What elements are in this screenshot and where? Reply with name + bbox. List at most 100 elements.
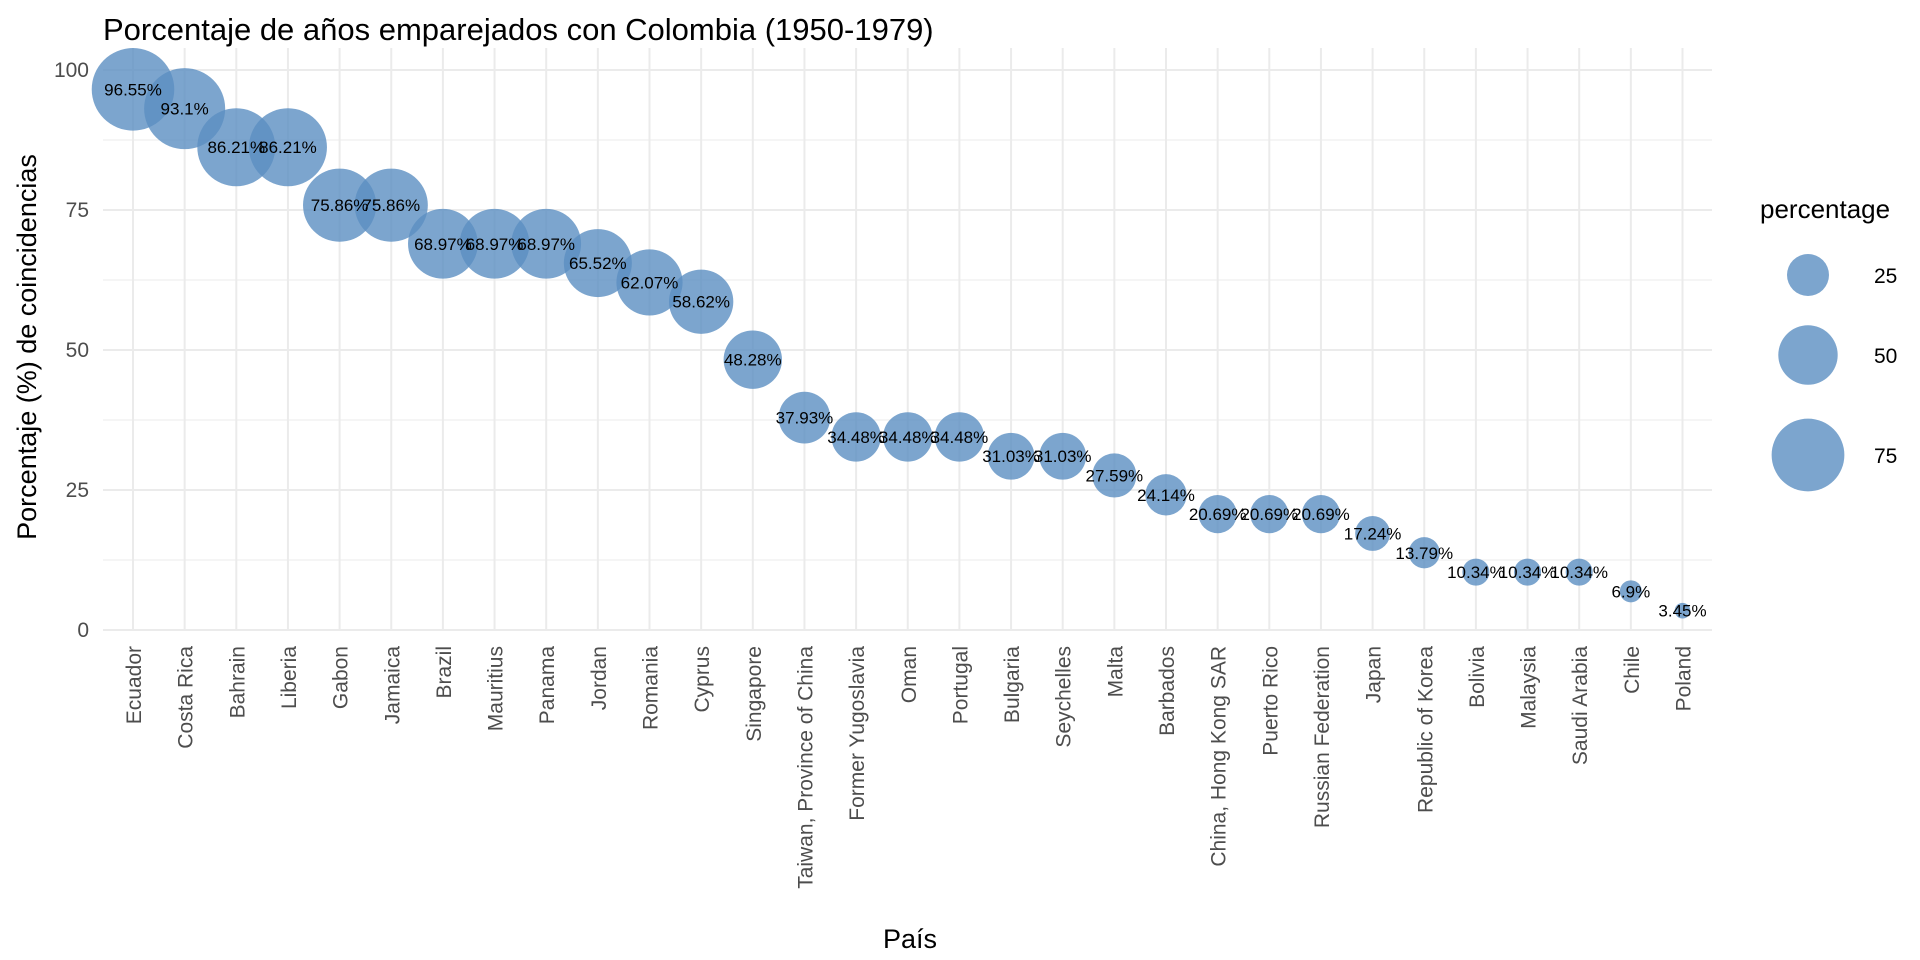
bubble-data-label: 68.97% [414, 235, 472, 254]
bubble-data-label: 65.52% [569, 254, 627, 273]
x-tick-label: Bulgaria [1001, 646, 1024, 723]
bubble-point [1565, 558, 1593, 586]
legend-key-bubble [1787, 254, 1829, 296]
y-axis-ticks: 0 25 50 75 100 [54, 59, 89, 642]
bubble-point [831, 412, 881, 462]
bubble-data-label: 20.69% [1189, 505, 1247, 524]
bubble-data-label: 93.1% [161, 100, 209, 119]
bubble-point [511, 208, 582, 279]
bubble-point [248, 108, 327, 187]
legend-key-label: 50 [1874, 345, 1897, 368]
bubble-data-label: 20.69% [1240, 505, 1298, 524]
bubble-point [668, 269, 734, 334]
y-tick-label: 50 [66, 339, 89, 362]
bubble-data-label: 27.59% [1086, 466, 1144, 485]
bubble-point [303, 168, 377, 242]
bubble-point [459, 208, 530, 279]
bubble-point [1462, 558, 1490, 586]
x-tick-label: Saudi Arabia [1569, 646, 1592, 765]
bubble-data-label: 34.48% [879, 428, 937, 447]
bubble-point [1092, 453, 1137, 498]
x-tick-label: Taiwan, Province of China [794, 646, 817, 889]
bubble-point [408, 208, 478, 279]
y-tick-label: 75 [66, 199, 89, 222]
bubble-point [1145, 474, 1187, 516]
x-tick-label: Costa Rica [175, 646, 198, 749]
x-tick-label: Japan [1363, 646, 1386, 703]
bubble-point [883, 412, 933, 462]
y-tick-label: 100 [54, 59, 89, 82]
bubble-point [1198, 495, 1237, 534]
y-tick-label: 0 [77, 619, 89, 642]
x-tick-label: Jamaica [381, 646, 404, 725]
bubble-data-label: 20.69% [1292, 505, 1350, 524]
legend-title: percentage [1760, 194, 1890, 224]
bubble-point [987, 432, 1035, 480]
bubble-data-label: 17.24% [1344, 524, 1402, 543]
x-tick-label: Ecuador [123, 646, 146, 724]
x-tick-label: Bahrain [226, 646, 249, 718]
bubble-point [1250, 495, 1289, 534]
x-tick-label: Chile [1621, 646, 1644, 694]
x-tick-label: Malta [1104, 646, 1127, 698]
bubble-point [1619, 580, 1642, 603]
x-tick-label: Panama [536, 646, 559, 725]
size-legend: percentage 25 50 75 [1760, 194, 1897, 492]
bubble-data-label: 31.03% [982, 447, 1040, 466]
x-tick-label: Russian Federation [1311, 646, 1334, 828]
bubble-data-label: 10.34% [1499, 563, 1557, 582]
chart-title: Porcentaje de años emparejados con Colom… [103, 12, 934, 47]
x-tick-label: Puerto Rico [1259, 646, 1282, 756]
bubble-point [1355, 516, 1391, 551]
bubble-data-label: 75.86% [362, 196, 420, 215]
y-axis-title: Porcentaje (%) de coincidencias [12, 154, 42, 540]
x-axis-ticks: Ecuador Costa Rica Bahrain Liberia Gabon Jama… [123, 646, 1696, 889]
bubble-point [1408, 537, 1440, 569]
bubble-point [1674, 602, 1691, 619]
bubble-point [1514, 558, 1542, 586]
legend-key-bubble [1778, 325, 1838, 385]
y-tick-label: 25 [66, 479, 89, 502]
x-tick-label: Barbados [1156, 646, 1179, 736]
bubble-data-label: 24.14% [1137, 486, 1195, 505]
x-tick-label: Former Yugoslavia [846, 646, 869, 821]
x-tick-label: Gabon [330, 646, 353, 709]
x-tick-label: Singapore [743, 646, 766, 742]
x-tick-label: China, Hong Kong SAR [1208, 646, 1231, 867]
x-tick-label: Brazil [433, 646, 456, 699]
x-tick-label: Mauritius [485, 646, 508, 731]
bubble-data-label: 68.97% [466, 235, 524, 254]
x-tick-label: Cyprus [691, 646, 714, 713]
bubble-data-label: 31.03% [1034, 447, 1092, 466]
legend-key-label: 25 [1874, 265, 1897, 288]
x-tick-label: Republic of Korea [1414, 646, 1437, 813]
bubble-data-label: 86.21% [207, 138, 265, 157]
bubble-data-label: 62.07% [621, 273, 679, 292]
x-tick-label: Oman [898, 646, 921, 703]
bubble-point [778, 391, 831, 444]
bubble-data-label: 96.55% [104, 80, 162, 99]
bubble-point [563, 229, 632, 298]
x-tick-label: Bolivia [1466, 646, 1489, 708]
bubble-data-label: 34.48% [827, 428, 885, 447]
bubble-data-label: 34.48% [931, 428, 989, 447]
bubble-point [1301, 495, 1341, 534]
bubble-data-label: 6.9% [1611, 582, 1650, 601]
bubble-data-label: 37.93% [776, 409, 834, 428]
bubble-data-label: 68.97% [517, 235, 575, 254]
x-tick-label: Seychelles [1053, 646, 1076, 748]
bubble-data-label: 48.28% [724, 351, 782, 370]
bubble-data-label: 3.45% [1658, 602, 1706, 621]
x-tick-label: Malaysia [1518, 646, 1541, 729]
x-tick-label: Liberia [278, 646, 301, 709]
bubble-point [1039, 432, 1087, 480]
bubble-data-label: 58.62% [672, 293, 730, 312]
plot-grid [103, 48, 1712, 631]
x-axis-title: País [883, 924, 937, 954]
bubble-point [354, 168, 428, 242]
bubble-data-label: 13.79% [1395, 544, 1453, 563]
bubble-data-label: 10.34% [1447, 563, 1505, 582]
bubble-label-layer: 96.55%93.1% 86.21%86.21% 75.86%75.86% 68.97… [104, 80, 1706, 620]
x-tick-label: Poland [1673, 646, 1696, 711]
bubble-point [723, 330, 782, 389]
